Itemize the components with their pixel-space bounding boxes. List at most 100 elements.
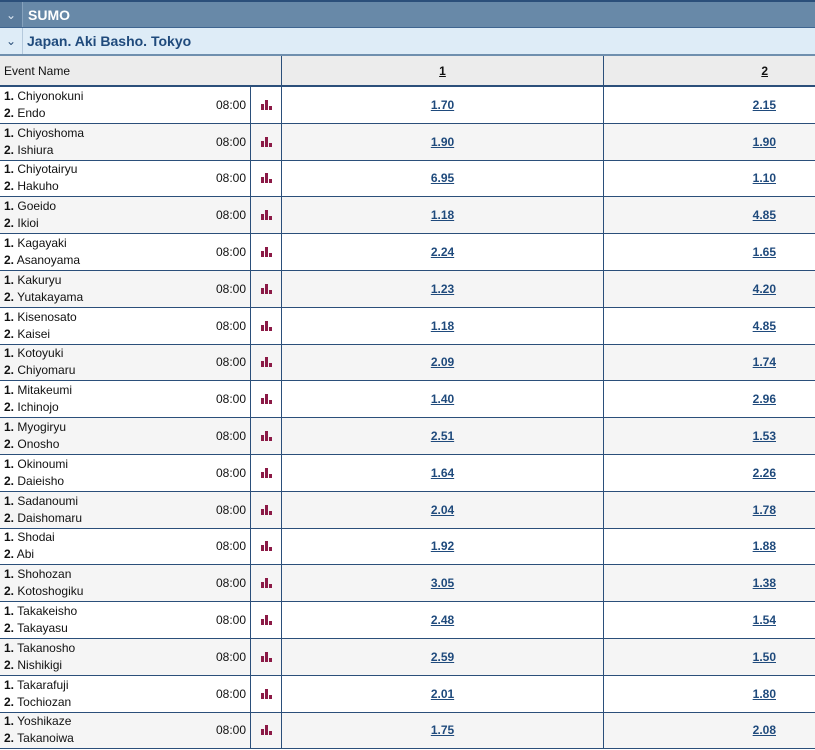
odd-1-link[interactable]: 1.92	[430, 539, 455, 554]
odd-1-link[interactable]: 1.40	[430, 392, 455, 407]
event-time: 08:00	[215, 245, 246, 260]
odd-2-link[interactable]: 4.85	[752, 318, 776, 333]
odd-1-cell: 1.64	[282, 454, 604, 491]
odd-2-link[interactable]: 1.65	[752, 245, 776, 260]
player-1-name: Takakeisho	[17, 604, 78, 619]
stats-icon[interactable]	[251, 491, 282, 528]
player-2: 2. Daieisho	[4, 473, 65, 488]
stats-icon[interactable]	[251, 197, 282, 234]
player-2-name: Ikioi	[17, 216, 39, 231]
odd-1-link[interactable]: 2.01	[430, 686, 455, 701]
odd-1-link[interactable]: 1.23	[430, 281, 455, 296]
odd-2-cell: 2.96	[604, 381, 815, 417]
players: 1. Shohozan 2. Kotoshogiku	[4, 566, 216, 600]
player-1: 1. Takarafuji	[4, 677, 69, 692]
player-1: 1. Kagayaki	[4, 236, 67, 251]
players: 1. Goeido 2. Ikioi	[4, 198, 216, 232]
stats-icon[interactable]	[251, 712, 282, 749]
event-name-cell: 1. Takarafuji 2. Tochiozan 08:00	[0, 675, 251, 712]
odd-1-cell: 1.92	[282, 528, 604, 565]
odd-2-cell: 1.54	[604, 602, 815, 638]
odd-2-link[interactable]: 1.10	[752, 171, 776, 186]
event-time: 08:00	[215, 171, 246, 186]
stats-icon[interactable]	[251, 602, 282, 638]
player-2-name: Kaisei	[17, 326, 51, 341]
stats-icon[interactable]	[251, 381, 282, 418]
stats-icon[interactable]	[251, 454, 282, 491]
stats-icon[interactable]	[251, 234, 282, 270]
odd-1-link[interactable]: 1.90	[430, 134, 455, 149]
stats-icon[interactable]	[251, 344, 282, 381]
odd-2-link[interactable]: 2.15	[752, 97, 776, 112]
odd-1-link[interactable]: 2.48	[430, 613, 455, 628]
odd-2-cell: 1.65	[604, 234, 815, 270]
odd-1-link[interactable]: 6.95	[430, 171, 455, 186]
player-1-name: Takarafuji	[17, 677, 69, 692]
odd-2-cell: 1.80	[604, 676, 815, 712]
odd-2-link[interactable]: 1.38	[752, 576, 776, 591]
event-row: 1. Goeido 2. Ikioi 08:00 1.18 4.85	[0, 197, 815, 235]
stats-icon[interactable]	[251, 123, 282, 160]
odd-1-link[interactable]: 2.24	[430, 245, 455, 260]
stats-icon[interactable]	[251, 87, 282, 123]
players: 1. Chiyotairyu 2. Hakuho	[4, 161, 216, 195]
event-name-cell: 1. Chiyonokuni 2. Endo 08:00	[0, 87, 251, 123]
stats-icon[interactable]	[251, 160, 282, 197]
odd-2-cell: 1.50	[604, 639, 815, 675]
league-header[interactable]: ⌄ Japan. Aki Basho. Tokyo	[0, 28, 815, 56]
odd-2-cell: 1.88	[604, 529, 815, 565]
event-time: 08:00	[215, 134, 246, 149]
event-row: 1. Chiyoshoma 2. Ishiura 08:00 1.90 1.90	[0, 123, 815, 161]
odd-1-link[interactable]: 3.05	[430, 576, 455, 591]
odd-1-link[interactable]: 1.64	[430, 465, 455, 480]
stats-icon[interactable]	[251, 307, 282, 344]
odd-2-link[interactable]: 4.85	[752, 208, 776, 223]
odd-1-link[interactable]: 1.18	[430, 318, 455, 333]
odd-2-link[interactable]: 1.90	[752, 134, 776, 149]
player-2: 2. Takayasu	[4, 621, 68, 636]
odd-2-link[interactable]: 1.54	[752, 613, 776, 628]
stats-icon[interactable]	[251, 565, 282, 602]
odd-2-link[interactable]: 2.96	[752, 392, 776, 407]
stats-icon[interactable]	[251, 418, 282, 454]
player-1: 1. Yoshikaze	[4, 714, 72, 729]
odd-1-link[interactable]: 2.09	[430, 355, 455, 370]
odd-2-link[interactable]: 1.80	[752, 686, 776, 701]
sport-header[interactable]: ⌄ SUMO	[0, 0, 815, 28]
odd-1-link[interactable]: 1.75	[430, 723, 455, 738]
player-1-name: Myogiryu	[17, 420, 67, 435]
odd-2-link[interactable]: 1.78	[752, 502, 776, 517]
chevron-down-icon[interactable]: ⌄	[0, 2, 23, 27]
odd-2-link[interactable]: 1.53	[752, 429, 776, 444]
odd-1-link[interactable]: 1.70	[430, 97, 455, 112]
players: 1. Takakeisho 2. Takayasu	[4, 603, 216, 637]
odd-1-cell: 1.23	[282, 270, 604, 307]
event-time: 08:00	[215, 208, 246, 223]
odd-1-cell: 2.51	[282, 418, 604, 454]
odd-1-link[interactable]: 1.18	[430, 208, 455, 223]
player-1: 1. Kotoyuki	[4, 346, 64, 361]
odd-1-link[interactable]: 2.59	[430, 649, 455, 664]
col-1-header[interactable]: 1	[282, 56, 604, 85]
player-2: 2. Abi	[4, 547, 35, 562]
player-1-name: Sadanoumi	[17, 493, 79, 508]
player-1-name: Goeido	[17, 199, 57, 214]
stats-icon[interactable]	[251, 638, 282, 675]
players: 1. Okinoumi 2. Daieisho	[4, 456, 216, 490]
odd-2-link[interactable]: 2.08	[752, 723, 776, 738]
odd-2-link[interactable]: 4.20	[752, 281, 776, 296]
chevron-down-icon[interactable]: ⌄	[0, 28, 23, 54]
odd-2-link[interactable]: 2.26	[752, 465, 776, 480]
event-row: 1. Kagayaki 2. Asanoyama 08:00 2.24 1.65	[0, 234, 815, 271]
odd-1-link[interactable]: 2.51	[430, 429, 455, 444]
stats-icon[interactable]	[251, 675, 282, 712]
event-name-cell: 1. Myogiryu 2. Onosho 08:00	[0, 418, 251, 454]
stats-icon[interactable]	[251, 528, 282, 565]
odd-2-link[interactable]: 1.74	[752, 355, 776, 370]
col-2-header[interactable]: 2	[761, 63, 768, 78]
odd-1-link[interactable]: 2.04	[430, 502, 455, 517]
odd-2-link[interactable]: 1.50	[752, 649, 776, 664]
odd-2-link[interactable]: 1.88	[752, 539, 776, 554]
stats-icon[interactable]	[251, 270, 282, 307]
event-row: 1. Chiyotairyu 2. Hakuho 08:00 6.95 1.10	[0, 160, 815, 198]
